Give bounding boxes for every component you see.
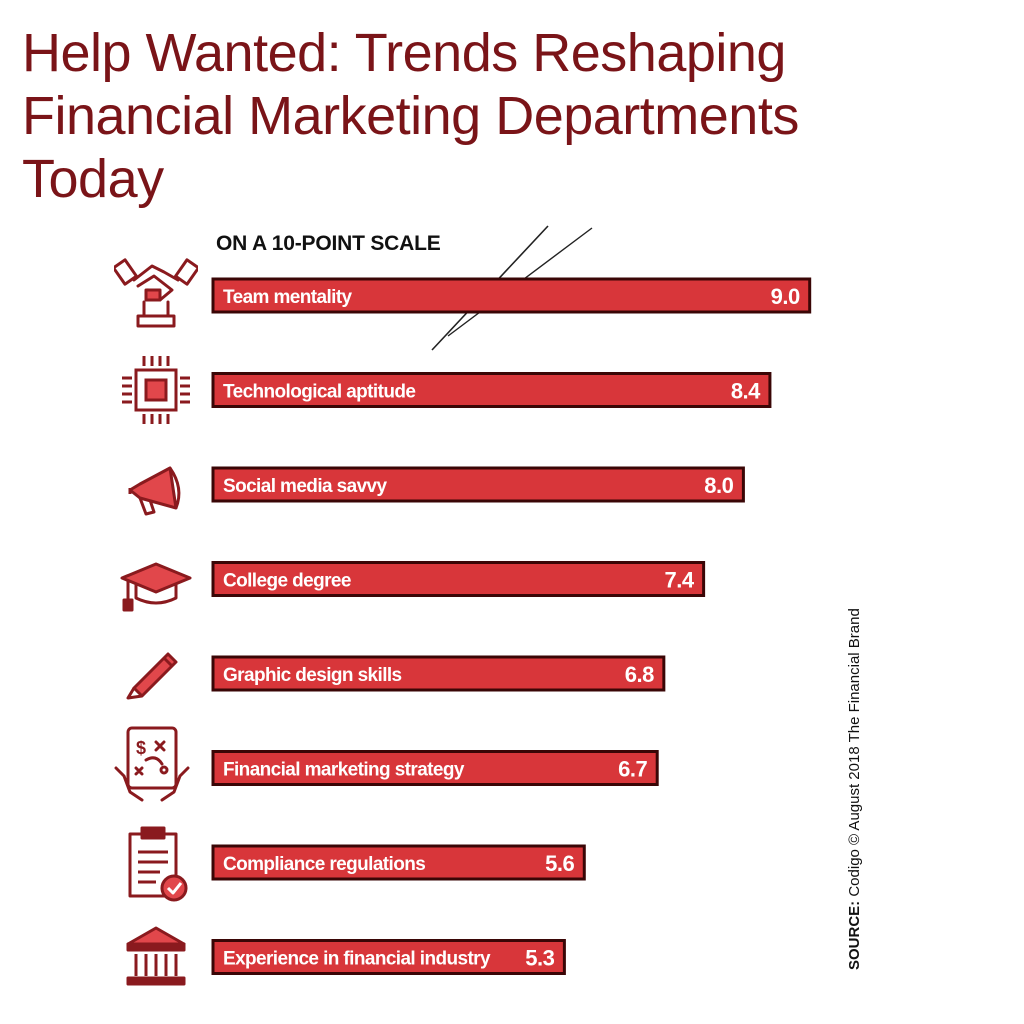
bar-group: Financial marketing strategy 6.7 <box>211 750 659 786</box>
bar-group: Compliance regulations 5.6 <box>211 844 586 881</box>
bar <box>211 372 772 408</box>
bar-value-label: 6.8 <box>625 662 654 687</box>
bar-category-label: Financial marketing strategy <box>223 760 465 781</box>
handshake-icon <box>114 250 198 330</box>
bar-value-label: 8.0 <box>704 473 733 498</box>
svg-text:$: $ <box>136 738 146 758</box>
bar-category-label: Team mentality <box>223 287 353 308</box>
source-text: Codigo © August 2018 The Financial Brand <box>846 608 863 897</box>
bar-value-label: 6.7 <box>618 757 647 782</box>
bar <box>211 750 659 786</box>
clipboard-check-icon <box>124 824 192 904</box>
bar <box>211 466 745 503</box>
chip-icon <box>118 352 194 428</box>
bar <box>211 655 666 692</box>
bar-group: Experience in financial industry 5.3 <box>211 939 566 975</box>
scale-subtitle: ON A 10-POINT SCALE <box>216 232 441 255</box>
tablet-strategy-icon: $ <box>112 724 192 804</box>
bar <box>211 277 812 314</box>
bar-group: Team mentality 9.0 <box>211 277 812 314</box>
chart-title: Help Wanted: Trends Reshaping Financial … <box>22 22 922 211</box>
pencil-icon <box>124 644 184 700</box>
title-line-2: Financial Marketing Departments <box>22 86 799 146</box>
bar <box>211 561 706 597</box>
bar-value-label: 5.6 <box>545 851 574 876</box>
bar-category-label: Technological aptitude <box>223 382 415 403</box>
bar-category-label: Compliance regulations <box>223 854 425 875</box>
bar-group: Graphic design skills 6.8 <box>211 655 666 692</box>
bar-group: College degree 7.4 <box>211 561 706 597</box>
bar-category-label: Graphic design skills <box>223 665 402 686</box>
bank-icon <box>124 924 188 988</box>
megaphone-icon <box>124 462 188 518</box>
source-note: SOURCE: Codigo © August 2018 The Financi… <box>846 550 863 970</box>
bar-category-label: College degree <box>223 571 351 592</box>
bar-value-label: 9.0 <box>771 284 800 309</box>
bar-group: Technological aptitude 8.4 <box>211 372 772 408</box>
source-label: SOURCE: <box>846 900 863 970</box>
bar <box>211 939 566 975</box>
bar-category-label: Experience in financial industry <box>223 949 491 970</box>
bar-value-label: 8.4 <box>731 379 761 404</box>
title-line-3: Today <box>22 149 164 209</box>
bar-category-label: Social media savvy <box>223 476 388 497</box>
bar-value-label: 7.4 <box>665 568 695 593</box>
bar-group: Social media savvy 8.0 <box>211 466 745 503</box>
graduation-cap-icon <box>120 556 192 616</box>
title-line-1: Help Wanted: Trends Reshaping <box>22 23 786 83</box>
bar <box>211 844 586 881</box>
bar-value-label: 5.3 <box>525 946 554 971</box>
